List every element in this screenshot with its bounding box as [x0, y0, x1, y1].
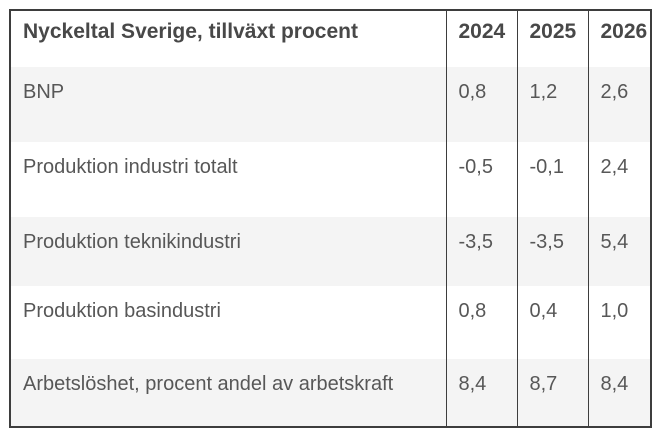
table-row-produktion-industri-totalt: Produktion industri totalt -0,5 -0,1 2,4	[10, 142, 651, 217]
row-label: Produktion teknikindustri	[23, 231, 241, 253]
row-label: Produktion industri totalt	[23, 156, 238, 178]
table-row-produktion-basindustri: Produktion basindustri 0,8 0,4 1,0	[10, 286, 651, 359]
cell-value: 8,4	[587, 359, 651, 427]
year-header-2025: 2025	[516, 10, 588, 67]
table-row-bnp: BNP 0,8 1,2 2,6	[10, 67, 651, 142]
row-label: BNP	[23, 81, 65, 103]
cell-value: -3,5	[445, 217, 517, 286]
table-title: Nyckeltal Sverige, tillväxt procent	[23, 20, 358, 43]
cell-value: 2,4	[587, 142, 651, 217]
row-label: Produktion basindustri	[23, 300, 221, 322]
cell-value: -3,5	[516, 217, 588, 286]
cell-value: 0,8	[445, 67, 517, 142]
cell-value: -0,1	[516, 142, 588, 217]
cell-value: 1,2	[516, 67, 588, 142]
table-row-arbetsloshet: Arbetslöshet, procent andel av arbetskra…	[10, 359, 651, 427]
year-header-2026: 2026	[587, 10, 651, 67]
cell-value: 0,4	[516, 286, 588, 359]
cell-value: 1,0	[587, 286, 651, 359]
table-row-produktion-teknikindustri: Produktion teknikindustri -3,5 -3,5 5,4	[10, 217, 651, 286]
table-header-row: Nyckeltal Sverige, tillväxt procent 2024…	[10, 10, 651, 67]
cell-value: 5,4	[587, 217, 651, 286]
cell-value: -0,5	[445, 142, 517, 217]
cell-value: 8,4	[445, 359, 517, 427]
year-header-2024: 2024	[445, 10, 517, 67]
key-figures-table: Nyckeltal Sverige, tillväxt procent 2024…	[9, 9, 652, 428]
cell-value: 0,8	[445, 286, 517, 359]
cell-value: 8,7	[516, 359, 588, 427]
row-label: Arbetslöshet, procent andel av arbetskra…	[23, 373, 394, 395]
cell-value: 2,6	[587, 67, 651, 142]
